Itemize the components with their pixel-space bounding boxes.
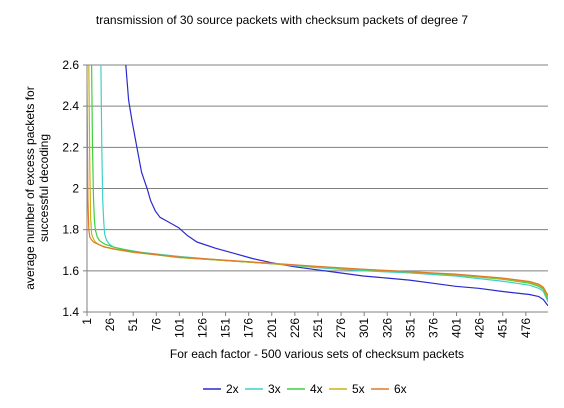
x-tick-label-2: 51 (126, 318, 140, 332)
legend-label-2x: 2x (226, 382, 239, 396)
x-tick-label-9: 226 (288, 318, 302, 338)
y-tick-label-4: 2.2 (62, 140, 79, 154)
y-tick-labels: 1.4 1.6 1.8 2 2.2 2.4 2.6 (62, 58, 79, 319)
x-tick-label-11: 276 (334, 318, 348, 338)
y-axis-label-line2: successful decoding (37, 134, 51, 242)
y-tick-label-5: 2.4 (62, 99, 79, 113)
x-tick-label-1: 26 (103, 318, 117, 332)
x-tick-label-6: 151 (219, 318, 233, 338)
series-lines (87, 65, 548, 307)
x-tick-labels: 1 26 51 76 101 126 151 176 201 226 251 276 301 326 351… (80, 318, 533, 338)
series-line-6x (87, 85, 548, 296)
x-tick-label-19: 476 (519, 318, 533, 338)
x-tick-label-13: 326 (380, 318, 394, 338)
x-tick-label-14: 351 (403, 318, 417, 338)
x-tick-label-15: 376 (426, 318, 440, 338)
x-tick-label-3: 76 (149, 318, 163, 332)
x-tick-label-12: 301 (357, 318, 371, 338)
x-tick-label-8: 201 (265, 318, 279, 338)
series-line-4x (91, 65, 548, 300)
gridlines (87, 64, 548, 272)
x-axis-label: For each factor - 500 various sets of ch… (170, 347, 464, 361)
y-tick-label-2: 1.8 (62, 223, 79, 237)
legend-label-6x: 6x (394, 382, 407, 396)
y-axis-label: average number of excess packets for suc… (23, 86, 51, 289)
y-tick-label-0: 1.4 (62, 305, 79, 319)
x-tick-label-7: 176 (242, 318, 256, 338)
y-axis-label-line1: average number of excess packets for (23, 86, 37, 289)
x-tick-label-18: 451 (496, 318, 510, 338)
x-tick-label-0: 1 (80, 318, 94, 325)
x-tick-label-5: 126 (195, 318, 209, 338)
x-tick-label-16: 401 (450, 318, 464, 338)
legend-label-5x: 5x (352, 382, 365, 396)
x-tick-label-10: 251 (311, 318, 325, 338)
chart-title: transmission of 30 source packets with c… (96, 13, 469, 27)
legend: 2x 3x 4x 5x 6x (203, 382, 407, 396)
legend-label-3x: 3x (268, 382, 281, 396)
series-line-2x (125, 65, 548, 307)
y-tick-label-1: 1.6 (62, 264, 79, 278)
x-tick-label-17: 426 (473, 318, 487, 338)
y-tick-label-6: 2.6 (62, 58, 79, 72)
x-tick-label-4: 101 (172, 318, 186, 338)
y-tick-label-3: 2 (72, 182, 79, 196)
series-line-5x (88, 65, 548, 298)
legend-label-4x: 4x (310, 382, 323, 396)
